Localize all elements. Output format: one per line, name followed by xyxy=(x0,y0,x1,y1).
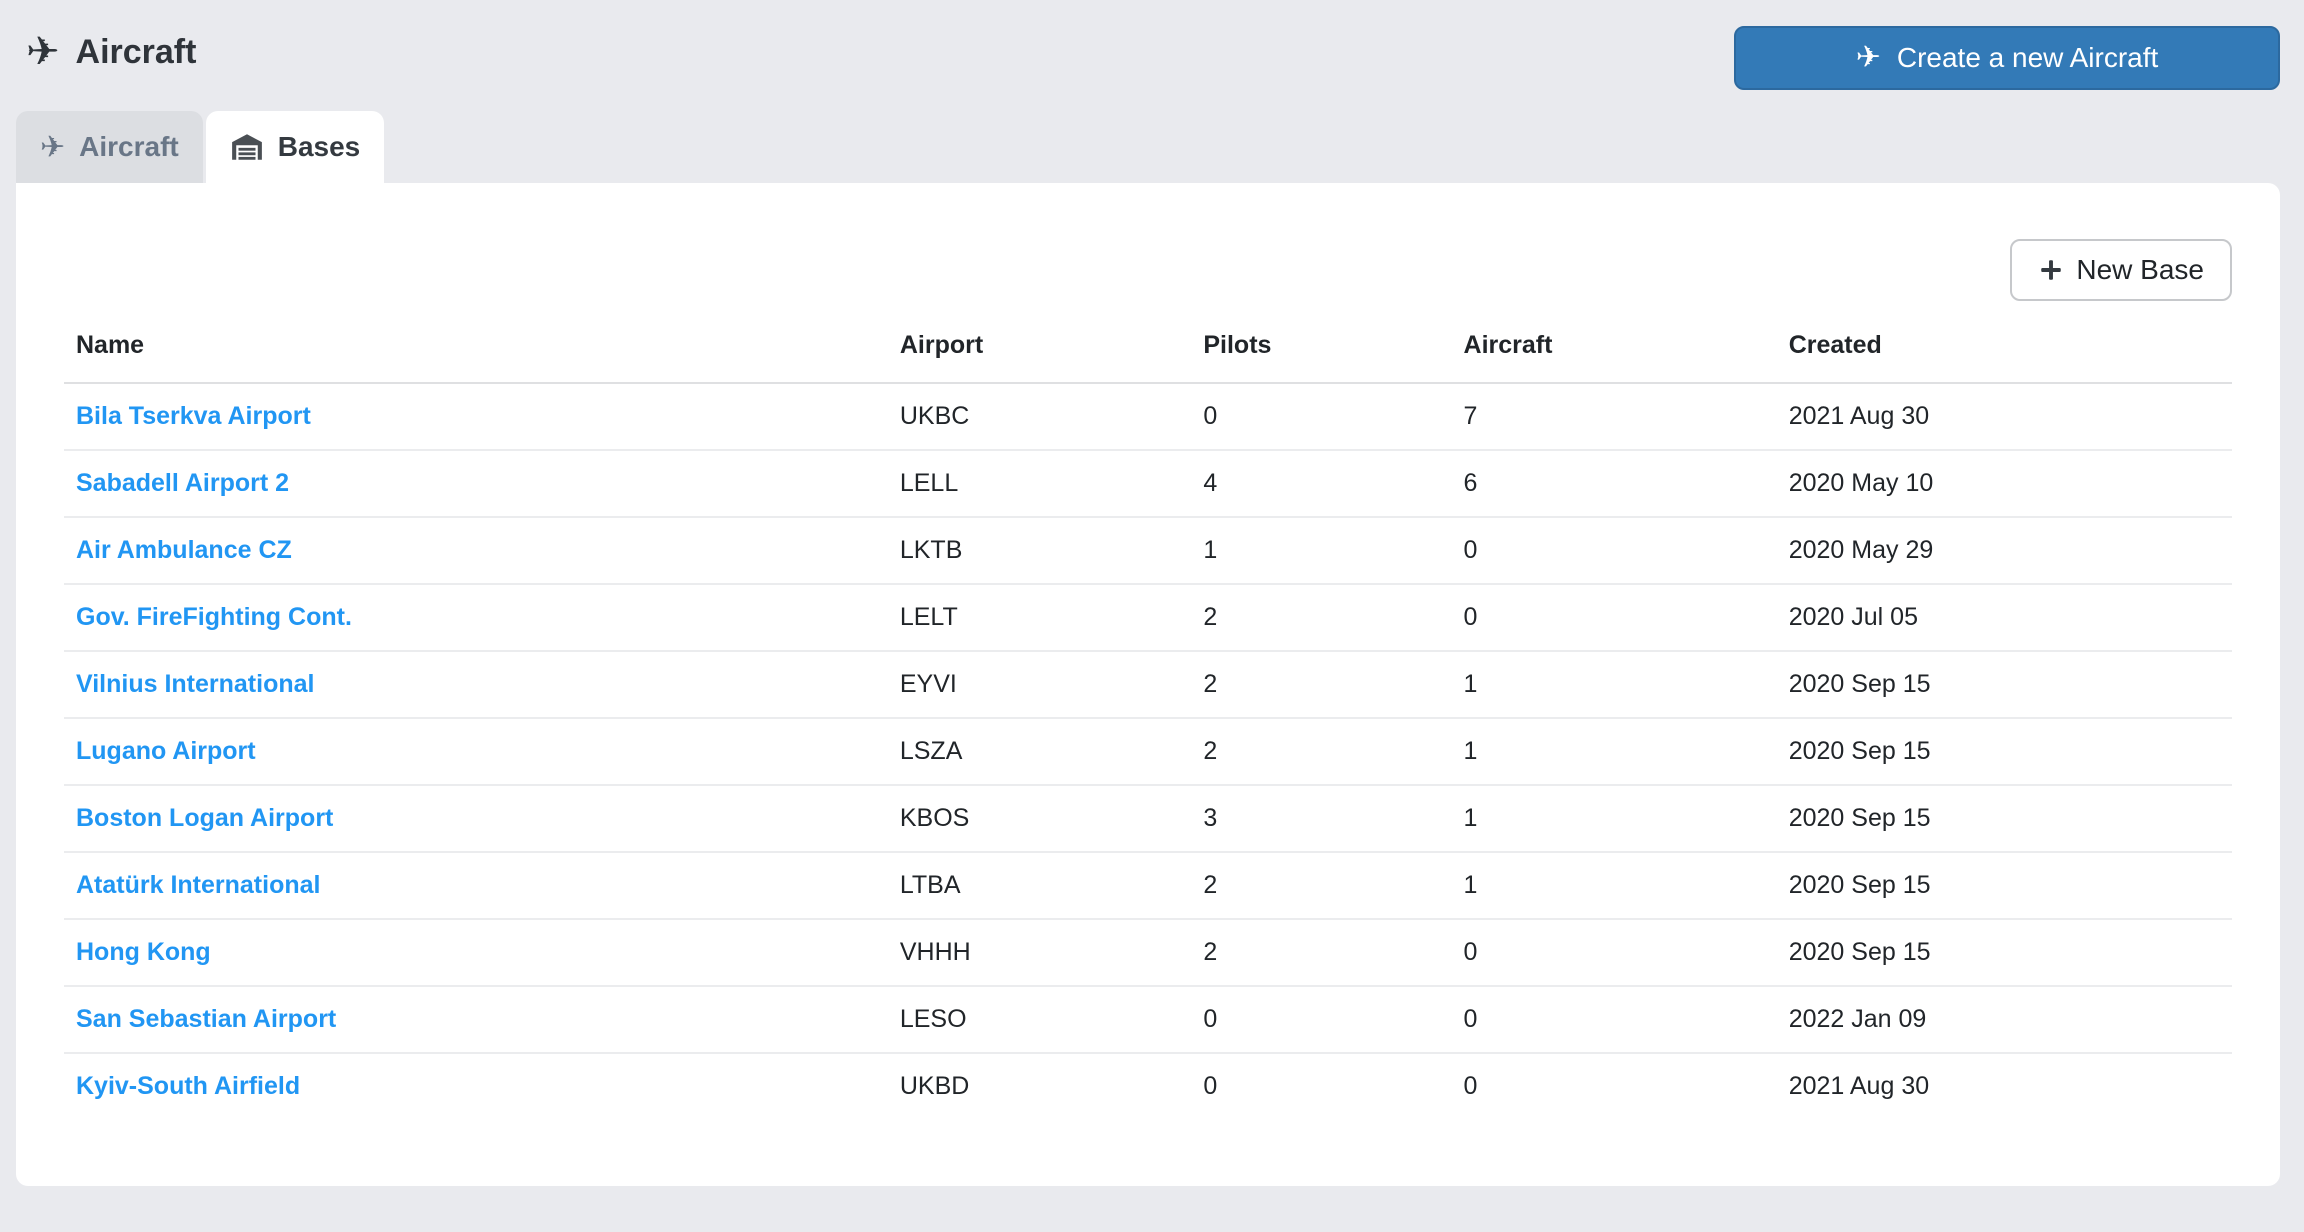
create-aircraft-button-label: Create a new Aircraft xyxy=(1896,42,2159,73)
base-created-date: 2022 Jan 09 xyxy=(1776,986,2232,1054)
base-aircraft-count: 0 xyxy=(1451,986,1777,1054)
base-aircraft-count: 6 xyxy=(1451,450,1777,518)
base-name-link[interactable]: Bila Tserkva Airport xyxy=(76,402,311,430)
base-aircraft-count: 1 xyxy=(1451,651,1777,719)
base-pilots-count: 1 xyxy=(1191,517,1452,585)
base-pilots-count: 2 xyxy=(1191,651,1452,719)
base-pilots-count: 4 xyxy=(1191,450,1452,518)
column-header-name: Name xyxy=(64,315,888,384)
base-pilots-count: 0 xyxy=(1191,383,1452,451)
base-name-link[interactable]: Vilnius International xyxy=(76,670,315,698)
base-aircraft-count: 1 xyxy=(1451,785,1777,853)
plane-icon: ✈ xyxy=(26,30,60,74)
tab-bases-label: Bases xyxy=(277,131,361,162)
plane-icon: ✈ xyxy=(1855,41,1881,74)
base-airport-code: LELT xyxy=(887,584,1192,652)
base-created-date: 2020 Sep 15 xyxy=(1776,785,2232,853)
bases-panel: New Base Name Airport Pilots Aircraft Cr… xyxy=(16,183,2280,1186)
base-aircraft-count: 0 xyxy=(1451,584,1777,652)
base-created-date: 2021 Aug 30 xyxy=(1776,383,2232,451)
table-row: Vilnius International EYVI 2 1 2020 Sep … xyxy=(64,651,2232,719)
plus-icon xyxy=(2041,260,2062,280)
base-pilots-count: 2 xyxy=(1191,919,1452,987)
table-row: Atatürk International LTBA 2 1 2020 Sep … xyxy=(64,852,2232,920)
base-pilots-count: 0 xyxy=(1191,986,1452,1054)
base-airport-code: KBOS xyxy=(887,785,1192,853)
base-name-link[interactable]: Hong Kong xyxy=(76,938,211,966)
tab-aircraft[interactable]: ✈ Aircraft xyxy=(16,111,203,183)
table-row: Bila Tserkva Airport UKBC 0 7 2021 Aug 3… xyxy=(64,383,2232,451)
base-pilots-count: 0 xyxy=(1203,1072,1218,1100)
new-base-button-label: New Base xyxy=(2076,254,2204,285)
table-row: Boston Logan Airport KBOS 3 1 2020 Sep 1… xyxy=(64,785,2232,853)
table-row: Kyiv-South Airfield UKBD 0 0 2021 Aug 30 xyxy=(64,1053,2232,1119)
page-header: ✈ Aircraft ✈ Create a new Aircraft xyxy=(0,0,2304,90)
base-created-date: 2020 Sep 15 xyxy=(1776,651,2232,719)
create-aircraft-button[interactable]: ✈ Create a new Aircraft xyxy=(1734,26,2280,90)
base-aircraft-count: 1 xyxy=(1451,852,1777,920)
table-row: Air Ambulance CZ LKTB 1 0 2020 May 29 xyxy=(64,517,2232,585)
base-aircraft-count: 7 xyxy=(1451,383,1777,451)
base-airport-code: LSZA xyxy=(887,718,1192,786)
base-created-date: 2020 May 10 xyxy=(1776,450,2232,518)
base-aircraft-count: 0 xyxy=(1451,517,1777,585)
column-header-created: Created xyxy=(1776,315,2232,384)
table-row: Lugano Airport LSZA 2 1 2020 Sep 15 xyxy=(64,718,2232,786)
base-pilots-count: 2 xyxy=(1191,718,1452,786)
base-created-date: 2020 Sep 15 xyxy=(1776,718,2232,786)
base-airport-code: EYVI xyxy=(887,651,1192,719)
base-aircraft-count: 0 xyxy=(1451,919,1777,987)
page-title-text: Aircraft xyxy=(75,32,197,71)
base-created-date: 2020 Jul 05 xyxy=(1776,584,2232,652)
base-name-link[interactable]: Atatürk International xyxy=(76,871,321,899)
new-base-button[interactable]: New Base xyxy=(2010,239,2232,301)
table-row: Hong Kong VHHH 2 0 2020 Sep 15 xyxy=(64,919,2232,987)
base-name-link[interactable]: Air Ambulance CZ xyxy=(76,536,292,564)
column-header-aircraft: Aircraft xyxy=(1451,315,1777,384)
base-pilots-count: 2 xyxy=(1191,852,1452,920)
tab-aircraft-label: Aircraft xyxy=(79,131,179,162)
column-header-pilots: Pilots xyxy=(1191,315,1452,384)
base-created-date: 2020 Sep 15 xyxy=(1776,852,2232,920)
warehouse-icon xyxy=(231,134,262,160)
base-airport-code: LTBA xyxy=(887,852,1192,920)
base-airport-code: LKTB xyxy=(887,517,1192,585)
panel-toolbar: New Base xyxy=(64,239,2232,301)
column-header-airport: Airport xyxy=(887,315,1192,384)
base-name-link[interactable]: Boston Logan Airport xyxy=(76,804,334,832)
base-name-link[interactable]: Kyiv-South Airfield xyxy=(76,1072,301,1100)
base-name-link[interactable]: San Sebastian Airport xyxy=(76,1005,337,1033)
base-name-link[interactable]: Lugano Airport xyxy=(76,737,256,765)
base-pilots-count: 3 xyxy=(1191,785,1452,853)
base-aircraft-count: 1 xyxy=(1451,718,1777,786)
base-aircraft-count: 0 xyxy=(1463,1072,1478,1100)
table-body: Bila Tserkva Airport UKBC 0 7 2021 Aug 3… xyxy=(64,383,2232,1119)
table-row: Sabadell Airport 2 LELL 4 6 2020 May 10 xyxy=(64,450,2232,518)
base-created-date: 2021 Aug 30 xyxy=(1788,1072,1930,1100)
tab-bases[interactable]: Bases xyxy=(205,111,385,183)
base-airport-code: UKBD xyxy=(899,1072,970,1100)
tab-bar: ✈ Aircraft Bases xyxy=(16,111,2280,183)
plane-icon: ✈ xyxy=(40,130,66,164)
base-pilots-count: 2 xyxy=(1191,584,1452,652)
base-airport-code: VHHH xyxy=(887,919,1192,987)
table-header-row: Name Airport Pilots Aircraft Created xyxy=(64,315,2232,384)
page-title: ✈ Aircraft xyxy=(24,32,196,72)
table-row: San Sebastian Airport LESO 0 0 2022 Jan … xyxy=(64,986,2232,1054)
base-created-date: 2020 May 29 xyxy=(1776,517,2232,585)
bases-table: Name Airport Pilots Aircraft Created Bil… xyxy=(64,315,2232,1119)
base-airport-code: LESO xyxy=(887,986,1192,1054)
table-row: Gov. FireFighting Cont. LELT 2 0 2020 Ju… xyxy=(64,584,2232,652)
base-name-link[interactable]: Gov. FireFighting Cont. xyxy=(76,603,352,631)
base-name-link[interactable]: Sabadell Airport 2 xyxy=(76,469,290,497)
base-created-date: 2020 Sep 15 xyxy=(1776,919,2232,987)
base-airport-code: LELL xyxy=(887,450,1192,518)
base-airport-code: UKBC xyxy=(887,383,1192,451)
